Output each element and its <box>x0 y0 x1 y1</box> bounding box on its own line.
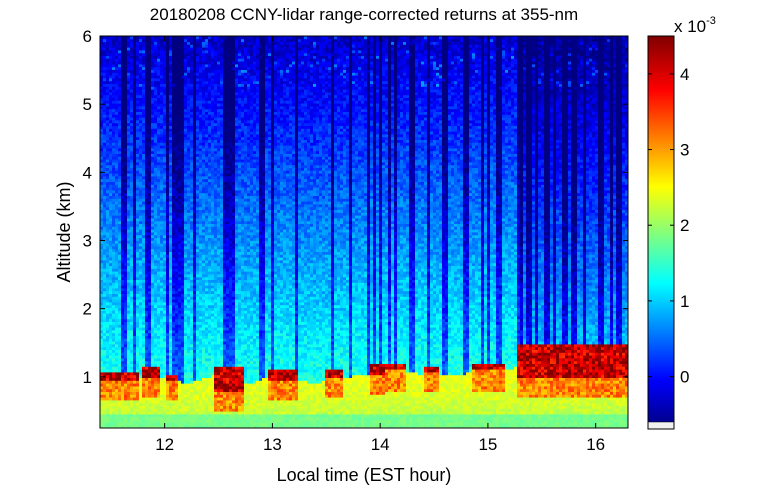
x-axis-label: Local time (EST hour) <box>277 465 452 485</box>
plot-frame <box>99 35 629 429</box>
x-axis: 12 13 14 15 16 <box>155 36 605 454</box>
colorbar-ticks: 0 1 2 3 4 <box>648 65 689 387</box>
colorbar-gradient <box>648 36 674 422</box>
y-tick-label: 3 <box>83 232 92 251</box>
y-axis-label: Altitude (km) <box>54 181 74 282</box>
colorbar-tick-label: 2 <box>680 216 689 235</box>
x-tick-label: 16 <box>586 435 605 454</box>
x-tick-label: 15 <box>478 435 497 454</box>
y-axis: 1 2 3 4 5 6 <box>83 27 628 387</box>
y-tick-label: 6 <box>83 27 92 46</box>
x-tick-label: 13 <box>263 435 282 454</box>
colorbar: 0 1 2 3 4 x 10-3 <box>647 15 716 430</box>
colorbar-multiplier-exponent: -3 <box>706 15 716 27</box>
colorbar-underflow <box>647 421 675 430</box>
x-tick-label: 14 <box>371 435 390 454</box>
y-tick-label: 4 <box>83 163 92 182</box>
colorbar-tick-label: 4 <box>680 65 689 84</box>
colorbar-frame <box>647 35 675 430</box>
colorbar-tick-label: 1 <box>680 292 689 311</box>
colorbar-multiplier-base: x 10 <box>674 17 706 36</box>
colorbar-tick-label: 3 <box>680 141 689 160</box>
heatmap-image <box>100 36 628 428</box>
chart-title: 20180208 CCNY-lidar range-corrected retu… <box>150 5 578 24</box>
colorbar-multiplier: x 10-3 <box>674 15 716 36</box>
colorbar-tick-label: 0 <box>680 368 689 387</box>
y-tick-label: 2 <box>83 300 92 319</box>
y-tick-label: 5 <box>83 95 92 114</box>
x-tick-label: 12 <box>155 435 174 454</box>
y-tick-label: 1 <box>83 368 92 387</box>
